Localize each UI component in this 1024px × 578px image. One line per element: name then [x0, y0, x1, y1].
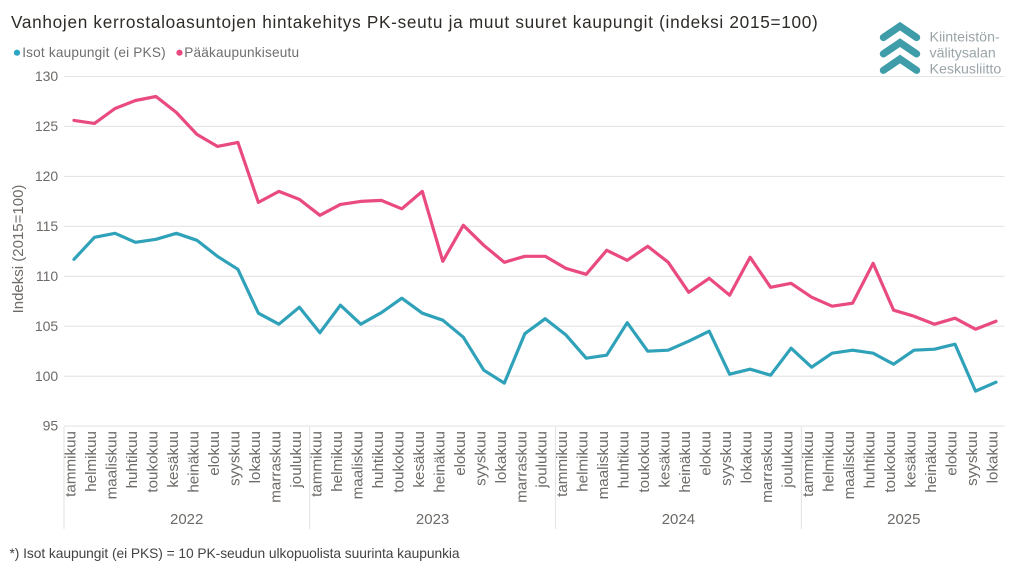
svg-text:Indeksi (2015=100): Indeksi (2015=100): [10, 185, 27, 314]
svg-text:toukokuu: toukokuu: [882, 431, 899, 493]
svg-text:lokakuu: lokakuu: [493, 431, 510, 483]
svg-text:helmikuu: helmikuu: [821, 431, 838, 492]
svg-text:lokakuu: lokakuu: [985, 431, 1002, 483]
svg-text:syyskuu: syyskuu: [226, 431, 243, 486]
svg-text:syyskuu: syyskuu: [964, 431, 981, 486]
svg-text:kesäkuu: kesäkuu: [165, 431, 182, 488]
svg-text:lokakuu: lokakuu: [739, 431, 756, 483]
svg-text:toukokuu: toukokuu: [636, 431, 653, 493]
svg-text:maaliskuu: maaliskuu: [349, 431, 366, 499]
svg-text:heinäkuu: heinäkuu: [185, 431, 202, 493]
svg-text:joulukuu: joulukuu: [534, 431, 551, 489]
svg-text:95: 95: [43, 418, 59, 434]
svg-text:huhtikuu: huhtikuu: [616, 431, 633, 488]
svg-text:kesäkuu: kesäkuu: [411, 431, 428, 488]
svg-text:tammikuu: tammikuu: [800, 431, 817, 497]
svg-text:100: 100: [35, 368, 59, 384]
svg-text:Keskusliitto: Keskusliitto: [930, 62, 1002, 78]
svg-text:marraskuu: marraskuu: [759, 431, 776, 503]
svg-text:lokakuu: lokakuu: [247, 431, 264, 483]
svg-text:syyskuu: syyskuu: [718, 431, 735, 486]
svg-text:Kiinteistön-: Kiinteistön-: [930, 29, 1000, 45]
svg-text:110: 110: [36, 268, 59, 284]
svg-text:heinäkuu: heinäkuu: [677, 431, 694, 493]
svg-text:kesäkuu: kesäkuu: [903, 431, 920, 488]
svg-text:helmikuu: helmikuu: [575, 431, 592, 492]
svg-text:kesäkuu: kesäkuu: [657, 431, 674, 488]
svg-text:helmikuu: helmikuu: [329, 431, 346, 492]
svg-text:elokuu: elokuu: [206, 431, 223, 476]
svg-text:130: 130: [35, 68, 59, 84]
svg-text:2024: 2024: [662, 511, 695, 528]
svg-text:elokuu: elokuu: [698, 431, 715, 476]
svg-text:tammikuu: tammikuu: [63, 431, 80, 497]
svg-text:heinäkuu: heinäkuu: [431, 431, 448, 493]
svg-text:2022: 2022: [170, 511, 203, 528]
svg-text:tammikuu: tammikuu: [554, 431, 571, 497]
svg-text:syyskuu: syyskuu: [472, 431, 489, 486]
svg-text:maaliskuu: maaliskuu: [841, 431, 858, 499]
svg-text:115: 115: [36, 218, 59, 234]
svg-text:elokuu: elokuu: [452, 431, 469, 476]
svg-text:huhtikuu: huhtikuu: [370, 431, 387, 488]
svg-text:elokuu: elokuu: [944, 431, 961, 476]
svg-text:huhtikuu: huhtikuu: [862, 431, 879, 488]
svg-text:125: 125: [35, 118, 59, 134]
svg-text:välitysalan: välitysalan: [930, 46, 996, 62]
svg-text:huhtikuu: huhtikuu: [124, 431, 141, 488]
svg-text:marraskuu: marraskuu: [267, 431, 284, 503]
svg-text:2025: 2025: [887, 511, 920, 528]
svg-text:heinäkuu: heinäkuu: [923, 431, 940, 493]
svg-text:joulukuu: joulukuu: [288, 431, 305, 489]
svg-text:toukokuu: toukokuu: [390, 431, 407, 493]
svg-text:tammikuu: tammikuu: [308, 431, 325, 497]
svg-text:joulukuu: joulukuu: [780, 431, 797, 489]
svg-text:120: 120: [35, 168, 59, 184]
svg-text:marraskuu: marraskuu: [513, 431, 530, 503]
svg-text:maaliskuu: maaliskuu: [595, 431, 612, 499]
svg-text:helmikuu: helmikuu: [83, 431, 100, 492]
svg-text:maaliskuu: maaliskuu: [104, 431, 121, 499]
svg-text:2023: 2023: [416, 511, 449, 528]
svg-text:toukokuu: toukokuu: [145, 431, 162, 493]
svg-text:105: 105: [35, 318, 59, 334]
